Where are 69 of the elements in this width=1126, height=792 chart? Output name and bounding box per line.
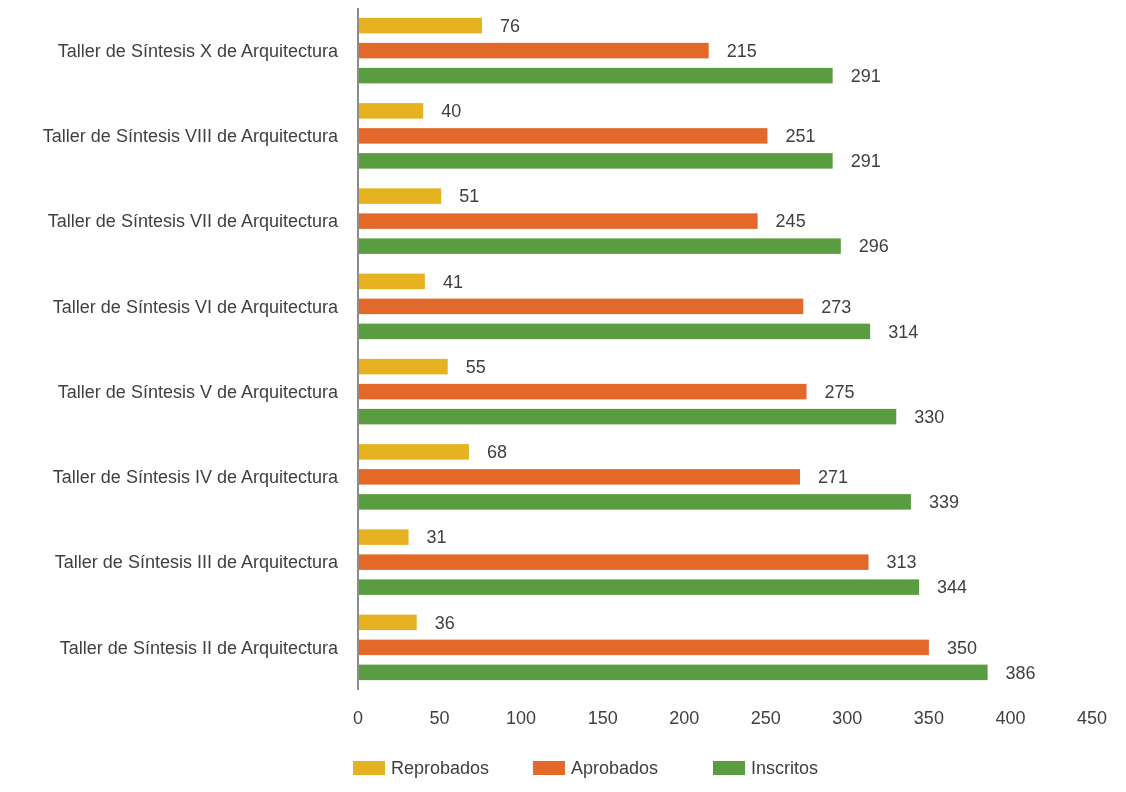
x-tick-label: 50: [429, 708, 450, 728]
bar: [358, 529, 409, 545]
y-tick-label: Taller de Síntesis VI de Arquitectura: [52, 296, 339, 317]
bar: [358, 213, 758, 229]
bar: [358, 614, 417, 631]
bar: [358, 554, 869, 570]
y-tick-label: Taller de Síntesis X de Arquitectura: [57, 40, 339, 61]
bar: [358, 17, 482, 34]
y-tick-label: Taller de Síntesis II de Arquitectura: [59, 637, 339, 658]
y-tick-label: Taller de Síntesis III de Arquitectura: [54, 552, 339, 573]
data-label: 350: [946, 637, 977, 658]
data-label: 36: [434, 612, 455, 633]
bar: [358, 42, 709, 59]
data-label: 314: [888, 321, 919, 342]
data-label: 251: [785, 126, 816, 147]
x-tick-label: 100: [506, 708, 537, 728]
data-label: 76: [499, 15, 520, 36]
bar: [358, 103, 424, 119]
data-label: 31: [426, 527, 447, 548]
bar: [358, 153, 833, 169]
data-label: 339: [928, 492, 959, 513]
data-label: 273: [821, 296, 852, 317]
data-label: 40: [441, 101, 462, 122]
x-tick-label: 400: [995, 708, 1026, 728]
data-label: 291: [850, 65, 881, 86]
bar: [358, 273, 425, 290]
y-tick-label: Taller de Síntesis V de Arquitectura: [57, 381, 339, 402]
data-label: 330: [914, 406, 945, 427]
x-tick-label: 300: [832, 708, 863, 728]
data-label: 271: [818, 467, 849, 488]
data-label: 291: [850, 151, 881, 172]
bar: [358, 188, 442, 204]
y-tick-label: Taller de Síntesis VIII de Arquitectura: [42, 126, 339, 147]
legend-label: Reprobados: [391, 758, 490, 779]
data-label: 68: [486, 442, 507, 463]
data-label: 51: [459, 186, 480, 207]
x-tick-label: 350: [913, 708, 944, 728]
data-label: 275: [824, 381, 855, 402]
bar: [358, 383, 807, 400]
data-label: 55: [465, 356, 486, 377]
bar: [358, 664, 988, 681]
bar: [358, 128, 768, 144]
x-tick-label: 0: [352, 708, 364, 728]
data-label: 41: [442, 271, 463, 292]
bar: [358, 579, 920, 595]
bar: [358, 408, 897, 425]
bar: [358, 298, 804, 315]
x-tick-label: 250: [750, 708, 781, 728]
y-tick-label: Taller de Síntesis VII de Arquitectura: [47, 211, 339, 232]
data-label: 386: [1005, 662, 1036, 683]
data-label: 215: [726, 40, 757, 61]
data-label: 344: [937, 577, 968, 598]
data-label: 245: [775, 211, 806, 232]
bar: [358, 639, 929, 656]
data-label: 296: [858, 236, 889, 257]
bar: [358, 67, 833, 84]
bar: [358, 323, 871, 340]
x-tick-label: 150: [587, 708, 618, 728]
legend-label: Inscritos: [751, 758, 819, 779]
x-tick-label: 200: [669, 708, 700, 728]
bar: [358, 469, 801, 485]
y-tick-label: Taller de Síntesis IV de Arquitectura: [52, 467, 339, 488]
legend-label: Aprobados: [571, 758, 659, 779]
bar: [358, 358, 448, 375]
bar: [358, 444, 469, 460]
bar: [358, 494, 911, 510]
data-label: 313: [886, 552, 917, 573]
bar: [358, 238, 841, 254]
x-tick-label: 450: [1076, 708, 1108, 728]
